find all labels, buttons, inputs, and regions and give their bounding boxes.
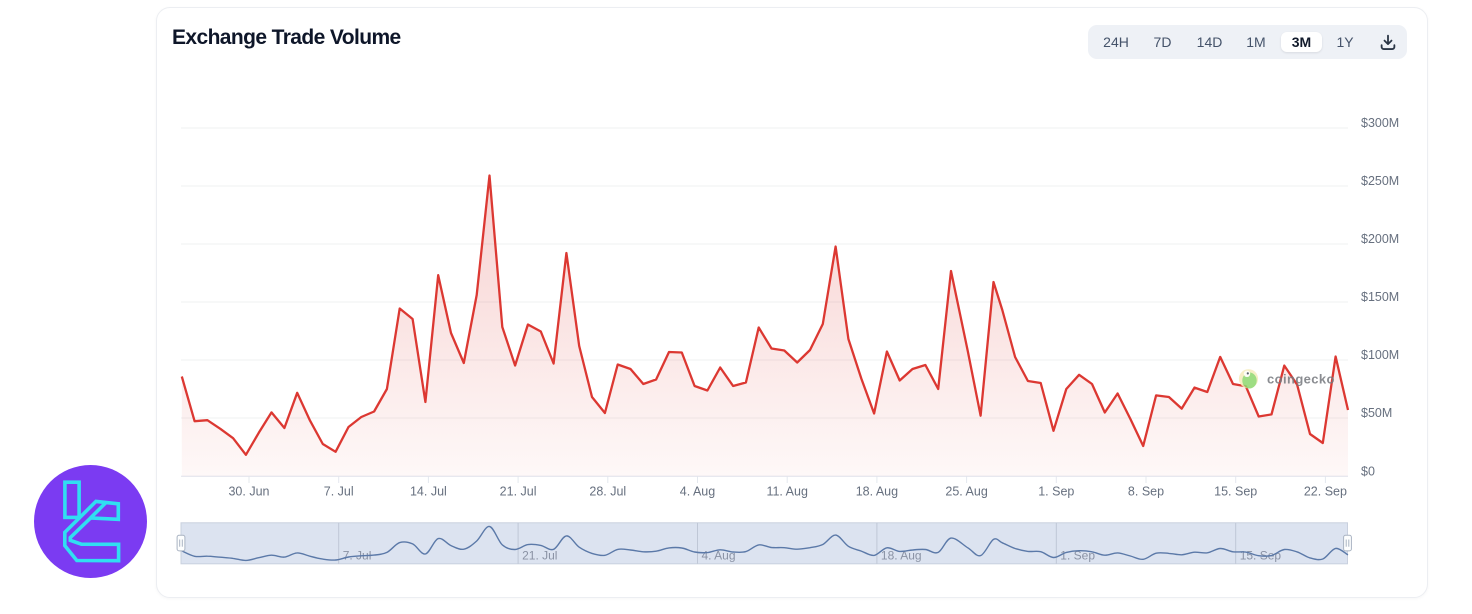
svg-text:$250M: $250M	[1361, 174, 1399, 188]
svg-text:$150M: $150M	[1361, 290, 1399, 304]
svg-text:18. Aug: 18. Aug	[881, 549, 922, 563]
svg-text:coingecko: coingecko	[1267, 371, 1335, 386]
svg-text:$200M: $200M	[1361, 232, 1399, 246]
svg-text:$0: $0	[1361, 465, 1375, 479]
svg-text:21. Jul: 21. Jul	[522, 549, 557, 563]
svg-text:30. Jun: 30. Jun	[228, 485, 269, 499]
svg-text:$100M: $100M	[1361, 348, 1399, 362]
svg-text:$50M: $50M	[1361, 406, 1392, 420]
svg-text:1. Sep: 1. Sep	[1038, 485, 1074, 499]
svg-text:22. Sep: 22. Sep	[1304, 485, 1347, 499]
svg-text:$300M: $300M	[1361, 116, 1399, 130]
svg-text:21. Jul: 21. Jul	[500, 485, 537, 499]
svg-text:15. Sep: 15. Sep	[1214, 485, 1257, 499]
svg-text:8. Sep: 8. Sep	[1128, 485, 1164, 499]
svg-text:11. Aug: 11. Aug	[766, 485, 808, 499]
svg-text:14. Jul: 14. Jul	[410, 485, 447, 499]
svg-text:25. Aug: 25. Aug	[945, 485, 987, 499]
svg-text:18. Aug: 18. Aug	[856, 485, 898, 499]
svg-text:7. Jul: 7. Jul	[324, 485, 354, 499]
svg-text:4. Aug: 4. Aug	[680, 485, 715, 499]
svg-text:28. Jul: 28. Jul	[589, 485, 626, 499]
